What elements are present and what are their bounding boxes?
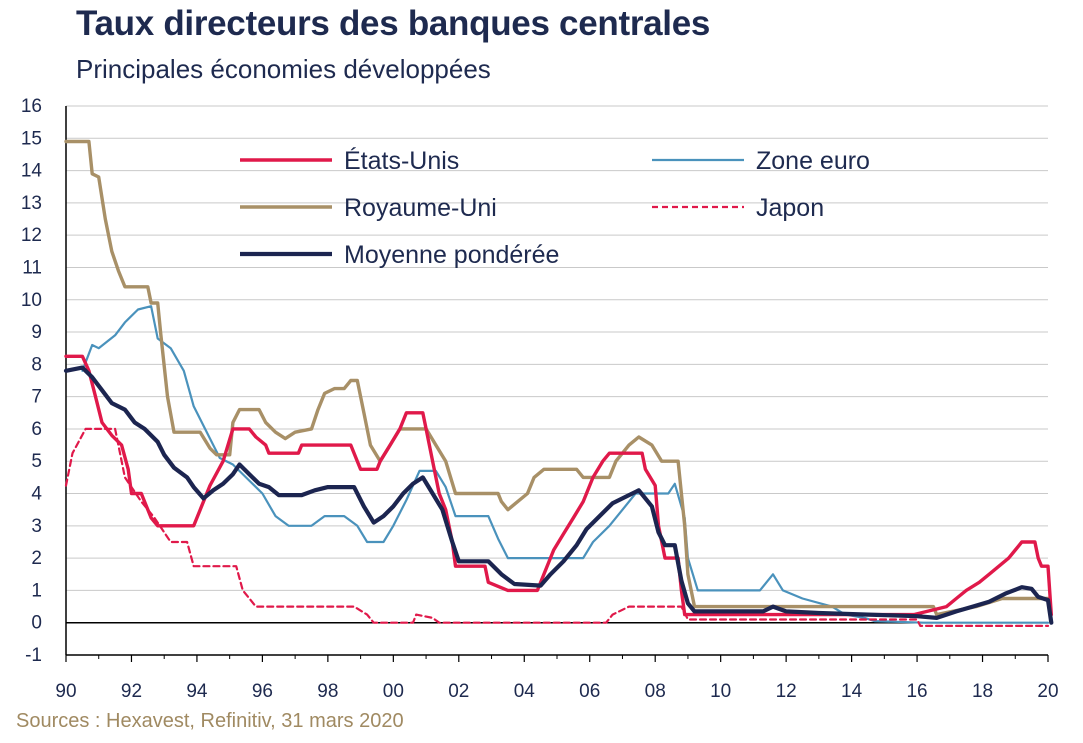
y-tick-label: 6 <box>31 419 42 440</box>
y-tick-label: 13 <box>21 193 42 214</box>
series-line-royaume-uni <box>64 139 1050 617</box>
legend-label: États-Unis <box>344 146 459 175</box>
x-tick-label: 94 <box>186 681 208 702</box>
gridlines <box>66 105 1048 656</box>
y-tick-label: 4 <box>31 484 42 505</box>
legend-label: Moyenne pondérée <box>344 241 559 269</box>
x-tick-label: 02 <box>448 681 469 702</box>
legend-label: Zone euro <box>756 147 870 175</box>
y-tick-label: 12 <box>21 225 42 246</box>
x-tick-label: 08 <box>645 681 666 702</box>
x-tick-label: 90 <box>55 681 76 702</box>
x-tick-label: 92 <box>121 681 142 702</box>
y-tick-label: 7 <box>31 387 42 408</box>
series-line-japon <box>64 427 1050 627</box>
y-tick-label: 1 <box>31 580 42 601</box>
y-tick-label: 9 <box>31 322 42 343</box>
chart-subtitle: Principales économies développées <box>76 54 491 84</box>
legend: États-Unis Zone euro Royaume-Uni Japon Moyen… <box>240 146 870 269</box>
chart-title: Taux directeurs des banques centrales <box>76 4 711 43</box>
series-lines <box>63 139 1054 627</box>
y-tick-label: -1 <box>25 645 42 666</box>
x-tick-label: 04 <box>514 681 536 702</box>
x-tick-label: 96 <box>252 681 273 702</box>
x-tick-label: 18 <box>972 681 993 702</box>
y-tick-label: 15 <box>21 128 42 149</box>
legend-label: Japon <box>756 194 824 222</box>
y-tick-label: 11 <box>22 257 42 278</box>
y-tick-label: 8 <box>31 354 42 375</box>
series-line--tats-unis <box>64 354 1053 617</box>
y-tick-label: 0 <box>31 613 42 634</box>
y-tick-label: 2 <box>31 548 42 569</box>
series-line-moyenne-pond-r-e <box>63 365 1054 625</box>
x-tick-label: 10 <box>710 681 731 702</box>
y-tick-label: 16 <box>21 96 42 117</box>
y-tick-label: 3 <box>31 516 42 537</box>
y-tick-label: 5 <box>31 451 42 472</box>
source-note: Sources : Hexavest, Refinitiv, 31 mars 2… <box>16 710 404 732</box>
x-axis-ticks: 90 92 94 96 98 00 02 04 06 08 10 12 14 16 18 20 <box>55 655 1059 702</box>
y-tick-label: 10 <box>21 290 42 311</box>
x-tick-label: 06 <box>579 681 600 702</box>
x-tick-label: 12 <box>776 681 797 702</box>
series-line-zone-euro <box>81 305 1050 624</box>
x-tick-label: 98 <box>317 681 338 702</box>
x-tick-label: 16 <box>906 681 927 702</box>
y-tick-label: 14 <box>21 161 43 182</box>
x-tick-label: 20 <box>1037 681 1058 702</box>
x-tick-label: 14 <box>841 681 863 702</box>
x-tick-label: 00 <box>383 681 404 702</box>
legend-label: Royaume-Uni <box>344 194 497 222</box>
